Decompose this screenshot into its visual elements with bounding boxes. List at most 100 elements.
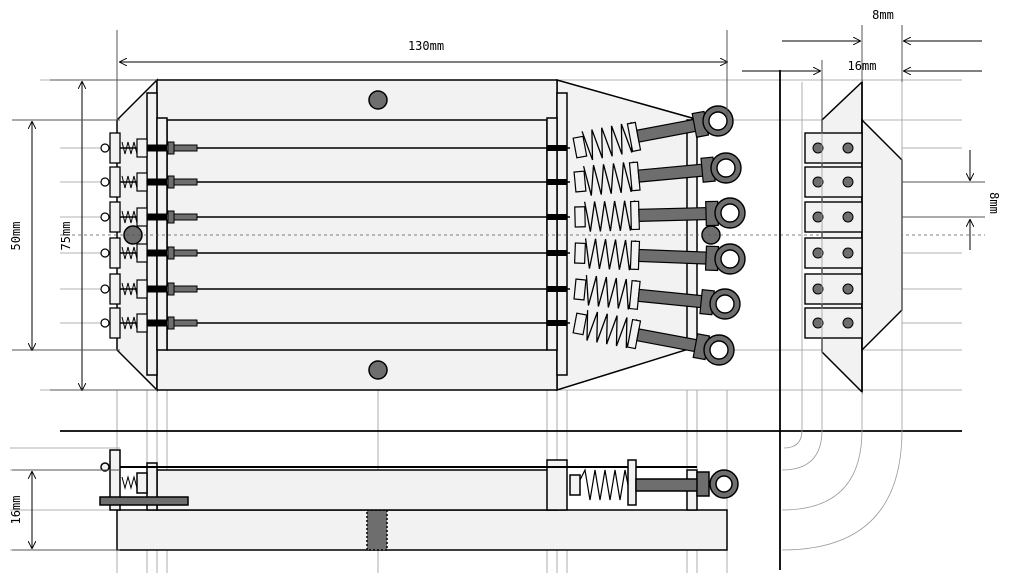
string-assembly — [100, 197, 746, 233]
tuning-ring-hole — [720, 249, 740, 269]
end-peg-hole — [842, 247, 854, 259]
left-spring — [121, 210, 138, 224]
end-view — [821, 80, 903, 394]
end-peg-hole — [842, 317, 854, 329]
tail-plate — [686, 119, 698, 346]
right-screw-shank — [547, 250, 567, 256]
string-assembly — [100, 273, 741, 320]
left-spring — [121, 175, 138, 189]
left-peg — [109, 132, 121, 164]
end-view-bevel — [821, 80, 863, 394]
dim-height-inner: 50mm — [9, 222, 23, 251]
left-nut — [167, 210, 175, 224]
string-assembly — [100, 105, 734, 164]
left-screw-shank — [147, 320, 167, 326]
left-washer — [136, 243, 148, 263]
tuner — [573, 275, 715, 316]
dim-string-spacing: 8mm — [987, 192, 1001, 214]
tuner-spring — [586, 310, 638, 349]
right-bridge-inner — [546, 117, 558, 351]
projection-arcs — [781, 72, 903, 551]
left-bridge — [146, 92, 158, 376]
profile-spring — [579, 468, 629, 501]
string-assembly — [100, 307, 735, 366]
string-pin — [100, 284, 110, 294]
tuner — [573, 238, 720, 272]
tuner-washer — [572, 135, 588, 159]
left-screw-shank — [147, 250, 167, 256]
tuning-ring-hole — [716, 158, 736, 178]
end-peg-hole — [812, 142, 824, 154]
tuner-spring — [583, 200, 636, 232]
profile-left-peg — [109, 449, 121, 511]
string-pin — [100, 177, 110, 187]
tuner-washer — [573, 278, 587, 301]
left-nut — [167, 246, 175, 260]
left-bridge-inner — [156, 117, 168, 351]
end-peg-hole — [812, 283, 824, 295]
profile-body — [156, 469, 558, 511]
profile-right-bridge — [546, 459, 568, 511]
dim-side-offset: 8mm — [872, 8, 894, 22]
left-screw-shank — [147, 214, 167, 220]
left-nut — [167, 282, 175, 296]
left-spring — [121, 141, 138, 155]
string-pin — [100, 248, 110, 258]
left-washer — [136, 313, 148, 333]
left-peg — [109, 201, 121, 233]
tuner-washer — [574, 206, 586, 228]
tuner — [574, 200, 719, 232]
left-nut — [167, 316, 175, 330]
tuning-ring-hole — [720, 203, 740, 223]
left-peg — [109, 237, 121, 269]
dim-side-depth: 16mm — [9, 496, 23, 525]
left-nut — [167, 175, 175, 189]
left-spring — [121, 246, 138, 260]
tuning-ring-hole — [708, 111, 728, 131]
left-washer — [136, 207, 148, 227]
tuner-collar — [629, 240, 641, 271]
string-pin — [100, 143, 110, 153]
left-washer — [136, 172, 148, 192]
right-screw-shank — [547, 320, 567, 326]
tuner-collar — [630, 200, 640, 231]
string-pin — [100, 318, 110, 328]
right-screw-shank — [547, 214, 567, 220]
dimension-lines — [12, 25, 985, 551]
profile-base — [116, 509, 728, 551]
right-screw-shank — [547, 145, 567, 151]
right-screw-shank — [547, 286, 567, 292]
string-pin — [100, 212, 110, 222]
mount-hole-bottom — [368, 360, 388, 380]
tuner-spring — [584, 238, 637, 271]
string-assembly — [100, 237, 746, 275]
end-peg-hole — [842, 211, 854, 223]
right-screw-shank — [547, 179, 567, 185]
end-peg-hole — [812, 247, 824, 259]
profile-foot — [366, 509, 388, 551]
right-bridge — [556, 92, 568, 376]
profile-screw — [99, 496, 189, 506]
left-spring — [121, 282, 138, 296]
left-screw-shank — [147, 286, 167, 292]
left-peg — [109, 273, 121, 305]
tuner — [572, 110, 710, 161]
left-screw-shank — [147, 145, 167, 151]
dim-overall-length: 130mm — [408, 39, 444, 53]
left-spring — [121, 316, 138, 330]
end-peg-hole — [812, 211, 824, 223]
tuner-spring — [585, 275, 637, 310]
end-peg-hole — [842, 283, 854, 295]
tuner-spring — [582, 161, 635, 196]
end-peg-hole — [812, 176, 824, 188]
tuning-ring-hole — [715, 294, 735, 314]
side-profile — [99, 449, 739, 551]
end-peg-hole — [842, 142, 854, 154]
mount-hole-top — [368, 90, 388, 110]
string-assemblies — [100, 105, 746, 366]
tuner-washer — [573, 170, 587, 193]
left-peg — [109, 307, 121, 339]
string-assembly — [100, 152, 742, 198]
tuner-spring — [581, 122, 633, 161]
